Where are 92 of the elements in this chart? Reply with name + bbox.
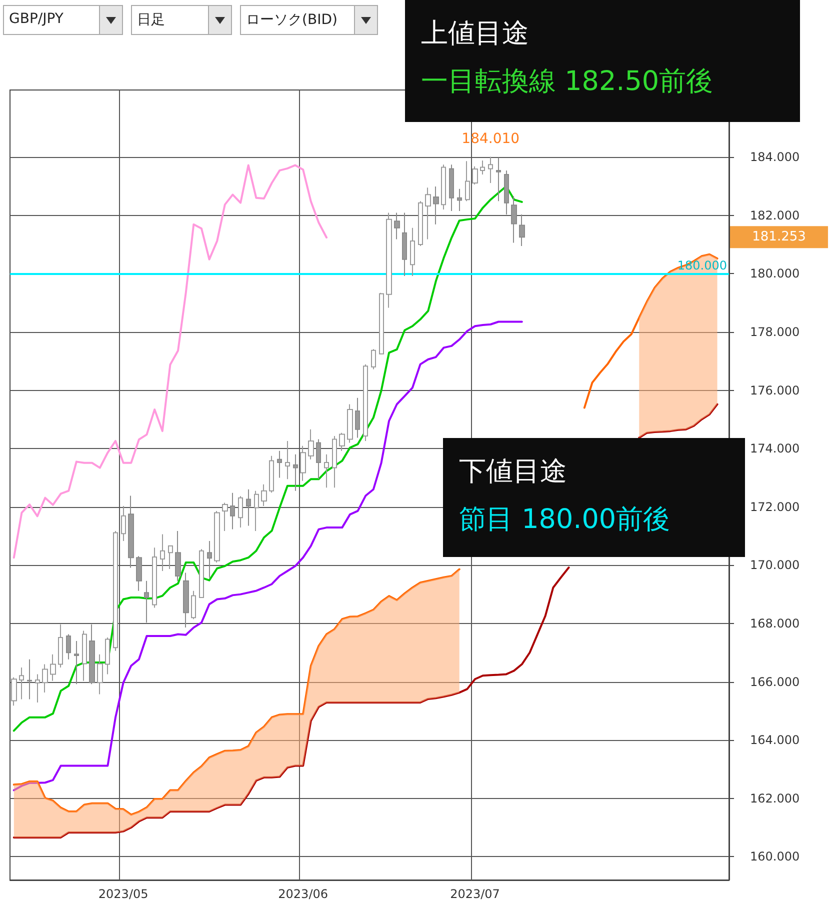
candlestick <box>402 212 407 276</box>
candlestick <box>371 348 376 370</box>
text: GBP/JPY <box>9 11 64 27</box>
callout-box: 下値目途 節目 180.00前後 <box>443 438 745 557</box>
y-tick-label: 174.000 <box>750 442 800 456</box>
y-tick-label: 166.000 <box>750 674 800 689</box>
candlestick <box>113 530 118 652</box>
y-tick-label: 178.000 <box>750 324 800 339</box>
candlestick <box>472 166 478 185</box>
candlestick <box>199 548 204 598</box>
y-tick-label: 182.000 <box>750 208 800 222</box>
candlestick <box>418 200 423 246</box>
candlestick <box>410 227 415 276</box>
candlestick <box>347 404 353 444</box>
candlestick <box>465 160 470 202</box>
candlestick <box>449 164 454 212</box>
text: 181.253 <box>752 230 806 245</box>
y-tick-label: 184.000 <box>750 150 800 164</box>
candlestick <box>230 492 235 530</box>
candlestick <box>121 505 126 542</box>
candlestick <box>277 450 282 478</box>
y-tick-label: 162.000 <box>750 791 800 806</box>
candlestick <box>355 397 360 438</box>
candlestick <box>339 432 345 452</box>
candlestick <box>82 630 87 682</box>
candlestick <box>285 440 290 480</box>
candlestick <box>222 502 228 532</box>
candlestick <box>300 445 306 482</box>
line-series <box>12 164 328 559</box>
candlestick <box>308 428 314 460</box>
candlestick <box>496 157 501 202</box>
candlestick <box>488 156 493 184</box>
candlestick <box>97 654 103 695</box>
candlestick <box>175 530 181 582</box>
candlestick <box>519 214 525 246</box>
candlestick <box>58 624 63 668</box>
y-tick-label: 180.000 <box>750 266 800 281</box>
y-tick-label: 168.000 <box>750 616 800 630</box>
callout-box: 上値目途 一目転換線 182.50前後 <box>405 0 800 122</box>
candlestick <box>50 654 56 682</box>
y-tick-label: 172.000 <box>750 500 800 514</box>
y-tick-label: 160.000 <box>750 850 800 864</box>
candlestick <box>379 292 384 355</box>
candlestick <box>433 186 439 225</box>
candlestick <box>207 540 212 578</box>
candlestick <box>19 666 24 700</box>
y-tick-label: 164.000 <box>750 733 800 748</box>
candlestick <box>160 534 165 572</box>
x-tick-label: 2023/06 <box>278 887 328 901</box>
candlestick <box>89 624 95 685</box>
candlestick <box>269 455 274 494</box>
candlestick <box>246 488 251 526</box>
text: 日足 <box>137 11 165 29</box>
candlestick <box>136 556 142 592</box>
candlestick <box>293 454 298 492</box>
candlestick <box>363 364 368 442</box>
text: ローソク(BID) <box>246 11 338 29</box>
candlestick <box>168 545 173 570</box>
candlestick <box>128 495 134 568</box>
candlestick <box>66 634 71 660</box>
candlestick <box>74 640 79 685</box>
candlestick <box>144 580 149 624</box>
candlestick <box>214 510 220 564</box>
candlestick <box>261 484 267 506</box>
candlestick <box>191 590 196 620</box>
candlestick <box>42 664 48 694</box>
candlestick <box>238 496 243 528</box>
candlestick <box>480 160 485 176</box>
candlestick <box>152 547 157 608</box>
annotation: 下値目途 <box>459 455 568 489</box>
candlestick <box>105 636 110 675</box>
x-tick-label: 2023/05 <box>98 887 148 901</box>
annotation: 一目転換線 182.50前後 <box>421 65 714 99</box>
candlestick <box>457 188 462 212</box>
candlestick <box>27 658 32 700</box>
candlestick <box>316 438 321 480</box>
candlestick <box>324 454 329 488</box>
candlestick <box>425 187 431 240</box>
candlestick <box>332 436 337 488</box>
candlestick <box>254 490 259 532</box>
x-tick-label: 2023/07 <box>450 887 500 901</box>
annotation: 節目 180.00前後 <box>459 503 672 537</box>
y-tick-label: 176.000 <box>750 383 800 398</box>
candlestick <box>511 196 517 244</box>
candlestick <box>183 572 189 628</box>
candlestick <box>441 164 446 210</box>
candlestick <box>386 212 392 308</box>
y-tick-label: 170.000 <box>750 558 800 572</box>
candlestick <box>504 170 509 215</box>
ref-line-label: 180.000 <box>677 258 727 273</box>
candlestick <box>394 212 400 240</box>
candlestick <box>35 674 40 703</box>
